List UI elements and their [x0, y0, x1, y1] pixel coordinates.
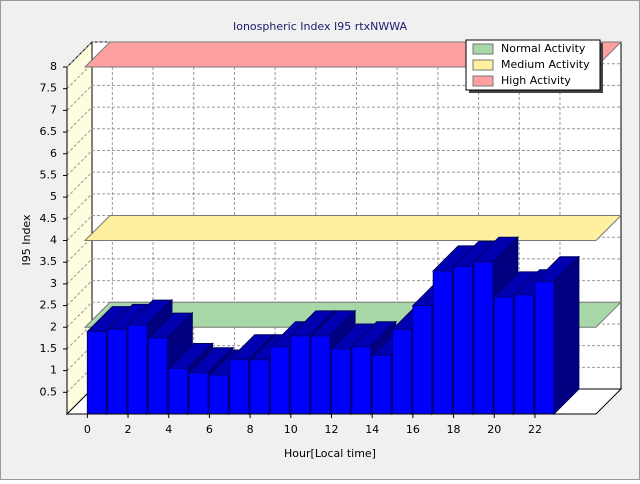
y-tick-label: 0.5 [40, 385, 58, 398]
x-tick-label: 8 [247, 423, 254, 436]
bar [127, 324, 148, 415]
y-axis-label: I95 Index [20, 214, 33, 266]
y-tick-label: 8 [50, 60, 57, 73]
bar [473, 261, 494, 415]
x-tick-label: 14 [365, 423, 379, 436]
grid-line [66, 236, 93, 263]
bar [453, 266, 473, 415]
y-tick-label: 6.5 [40, 125, 58, 138]
legend-swatch [472, 59, 494, 71]
x-tick-label: 4 [165, 423, 172, 436]
bar [371, 354, 392, 415]
grid-line [66, 128, 93, 155]
y-tick-label: 5.5 [40, 168, 58, 181]
grid-line [66, 215, 93, 241]
x-tick-label: 0 [84, 423, 91, 436]
bar-side [553, 255, 580, 416]
legend-label: Normal Activity [501, 42, 586, 55]
grid-line [66, 366, 93, 393]
grid-line [66, 41, 93, 68]
legend-label: Medium Activity [501, 58, 590, 71]
grid-line [66, 171, 93, 198]
bar [86, 331, 107, 415]
bar [249, 359, 270, 415]
legend-label: High Activity [501, 74, 571, 87]
bar [188, 372, 209, 415]
chart-title: Ionospheric Index I95 rtxNWWA [233, 20, 407, 33]
y-tick-label: 5 [50, 190, 57, 203]
bar [514, 294, 535, 415]
bar [534, 281, 555, 415]
grid-line [66, 280, 93, 306]
bar [392, 328, 412, 415]
grid-line [66, 193, 93, 220]
grid-line [66, 301, 93, 328]
y-tick-label: 7.5 [40, 82, 58, 95]
bar [310, 335, 331, 415]
grid-line [66, 323, 93, 350]
y-tick-label: 3.5 [40, 255, 58, 268]
grid-line [66, 106, 93, 133]
bar [269, 346, 290, 415]
legend-swatch [472, 43, 494, 55]
threshold-band [83, 215, 623, 241]
y-tick-label: 7 [50, 103, 57, 116]
bar [331, 348, 351, 415]
bar [493, 296, 514, 415]
x-tick-label: 16 [406, 423, 420, 436]
x-tick-label: 12 [325, 423, 339, 436]
y-tick-label: 2.5 [40, 299, 58, 312]
y-tick-label: 2 [50, 320, 57, 333]
x-tick-label: 2 [125, 423, 132, 436]
bar [208, 374, 229, 415]
x-tick-label: 18 [447, 423, 461, 436]
bar [147, 337, 168, 415]
grid-line [66, 150, 93, 176]
bar [229, 359, 250, 415]
y-tick-label: 1.5 [40, 342, 58, 355]
grid-line [66, 345, 93, 371]
y-tick-label: 6 [50, 147, 57, 160]
x-axis-label: Hour[Local time] [284, 447, 376, 460]
grid-line [66, 258, 93, 285]
bar [412, 305, 433, 415]
bar [290, 335, 311, 415]
y-tick-label: 4 [50, 234, 57, 247]
grid-line [66, 63, 93, 90]
grid-line [66, 85, 93, 111]
bar [168, 367, 189, 415]
x-tick-label: 22 [528, 423, 542, 436]
x-tick-label: 6 [206, 423, 213, 436]
bar [107, 328, 128, 415]
y-tick-label: 1 [50, 364, 57, 377]
x-tick-label: 20 [487, 423, 501, 436]
legend-swatch [472, 75, 494, 87]
x-tick-label: 10 [284, 423, 298, 436]
y-tick-label: 4.5 [40, 212, 58, 225]
bar [351, 346, 372, 415]
bar [432, 270, 453, 415]
y-tick-label: 3 [50, 277, 57, 290]
